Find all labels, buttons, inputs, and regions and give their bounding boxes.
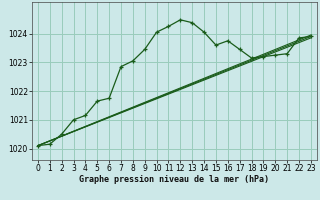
X-axis label: Graphe pression niveau de la mer (hPa): Graphe pression niveau de la mer (hPa) [79, 175, 269, 184]
